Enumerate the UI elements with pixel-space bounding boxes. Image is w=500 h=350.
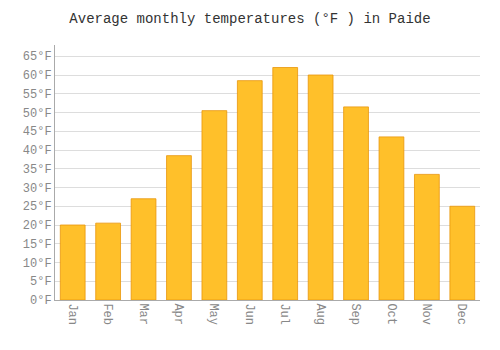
svg-text:Jun: Jun	[242, 303, 256, 325]
svg-text:10°F: 10°F	[23, 257, 52, 271]
svg-text:50°F: 50°F	[23, 107, 52, 121]
svg-text:15°F: 15°F	[23, 238, 52, 252]
svg-text:Jan: Jan	[65, 303, 79, 325]
svg-text:Oct: Oct	[384, 303, 398, 325]
svg-text:25°F: 25°F	[23, 200, 52, 214]
svg-text:May: May	[206, 303, 220, 325]
svg-text:35°F: 35°F	[23, 163, 52, 177]
svg-text:40°F: 40°F	[23, 144, 52, 158]
svg-text:Jul: Jul	[277, 303, 291, 325]
svg-text:Feb: Feb	[100, 303, 114, 325]
svg-text:30°F: 30°F	[23, 182, 52, 196]
svg-text:Mar: Mar	[136, 303, 150, 325]
svg-text:65°F: 65°F	[23, 50, 52, 64]
svg-text:55°F: 55°F	[23, 88, 52, 102]
svg-text:Apr: Apr	[171, 303, 185, 325]
svg-text:60°F: 60°F	[23, 69, 52, 83]
svg-text:5°F: 5°F	[30, 275, 52, 289]
svg-text:Sep: Sep	[348, 303, 362, 325]
svg-text:Nov: Nov	[419, 303, 433, 325]
svg-text:Aug: Aug	[313, 303, 327, 325]
svg-text:Dec: Dec	[454, 303, 468, 325]
svg-text:20°F: 20°F	[23, 219, 52, 233]
svg-text:45°F: 45°F	[23, 125, 52, 139]
svg-text:Average monthly temperatures (: Average monthly temperatures (°F ) in Pa…	[69, 11, 430, 27]
svg-text:0°F: 0°F	[30, 294, 52, 308]
